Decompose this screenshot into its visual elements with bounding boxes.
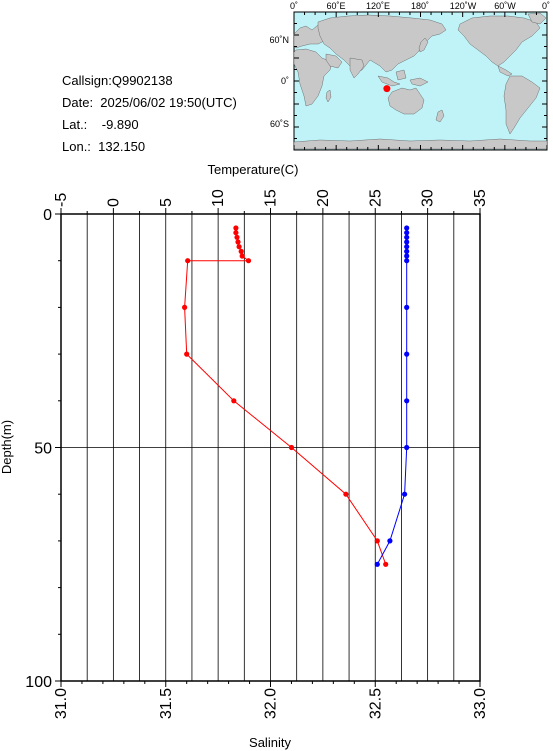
salinity-tick-label: 31.0: [53, 688, 70, 719]
temperature-profile-line: [184, 228, 387, 565]
salinity-point: [404, 230, 410, 236]
temperature-point: [182, 304, 188, 310]
map-lon-label: 120˚E: [366, 1, 390, 11]
temperature-point: [234, 234, 240, 240]
temperature-tick-label: 15: [263, 189, 280, 207]
salinity-point: [404, 234, 410, 240]
float-info-panel: Callsign:Q9902138 Date: 2025/06/02 19:50…: [62, 70, 237, 158]
location-map: 0˚ 60˚E 120˚E 180˚ 120˚W 60˚W 0˚ 60˚N 0˚…: [269, 1, 550, 151]
chart-grid: [60, 214, 481, 681]
salinity-point: [404, 444, 410, 451]
land-indonesia: [377, 75, 401, 87]
salinity-tick-labels: 31.0 31.5 32.0 32.5 33.0: [53, 688, 489, 719]
salinity-point: [404, 244, 410, 250]
land-australia: [387, 87, 425, 115]
depth-axis-label: Depth(m): [0, 420, 14, 474]
temperature-tick-labels: -5 0 5 10 15 20 25 30 35: [53, 189, 489, 207]
temperature-point: [238, 248, 244, 254]
land-new-guinea: [409, 77, 429, 87]
salinity-point: [404, 225, 410, 231]
axis-tick-marks: [55, 208, 481, 687]
salinity-tick-label: 32.5: [367, 688, 384, 719]
map-lon-label: 180˚: [411, 1, 429, 11]
depth-tick-label: 100: [25, 674, 52, 691]
depth-tick-labels: 0 50 100: [25, 207, 52, 691]
salinity-tick-label: 31.5: [158, 688, 175, 719]
salinity-point: [404, 248, 410, 254]
map-landmasses: [293, 12, 548, 150]
temperature-point: [233, 225, 239, 231]
temperature-point: [233, 230, 239, 236]
salinity-tick-label: 32.0: [263, 688, 280, 719]
map-lat-label: 60˚N: [269, 35, 289, 45]
map-longitude-labels: 0˚ 60˚E 120˚E 180˚ 120˚W 60˚W 0˚: [290, 1, 550, 11]
land-japan: [418, 37, 429, 53]
land-borneo: [395, 69, 407, 81]
land-asia: [317, 14, 447, 73]
salinity-point: [404, 351, 410, 357]
map-latitude-labels: 60˚N 0˚ 60˚S: [269, 35, 289, 129]
float-location-marker: [383, 85, 391, 93]
temperature-tick-label: 35: [472, 189, 489, 207]
land-north-america: [457, 15, 541, 67]
temperature-point: [245, 258, 252, 264]
temperature-tick-label: -5: [53, 193, 70, 207]
temperature-point: [374, 538, 380, 544]
map-lat-label: 60˚S: [270, 119, 289, 129]
salinity-profile-line: [376, 228, 408, 565]
temperature-point: [235, 239, 241, 245]
temperature-point: [236, 244, 242, 250]
longitude-text: Lon.: 132.150: [62, 139, 146, 154]
map-lat-label: 0˚: [281, 76, 289, 86]
salinity-axis-label: Salinity: [249, 735, 291, 750]
salinity-point: [402, 491, 408, 497]
land-greenland: [527, 12, 547, 25]
temperature-point: [184, 351, 190, 357]
salinity-point: [387, 538, 393, 544]
land-arabia: [325, 53, 343, 69]
salinity-point: [404, 258, 410, 264]
map-lon-label: 60˚W: [494, 1, 516, 11]
temperature-tick-label: 10: [210, 189, 227, 207]
series-layer: [182, 225, 410, 567]
temperature-point: [343, 491, 349, 497]
temperature-tick-label: 5: [158, 198, 175, 207]
profile-chart: -5 0 5 10 15 20 25 30 35 31.0 31.5 32.0 32.5 33.0 05…: [0, 162, 489, 750]
land-central-america: [497, 65, 513, 77]
salinity-point: [404, 304, 410, 310]
map-lon-label: 0˚: [542, 1, 550, 11]
temperature-tick-label: 30: [420, 189, 437, 207]
map-lon-label: 60˚E: [326, 1, 345, 11]
temperature-point: [185, 258, 191, 264]
latitude-text: Lat.: -9.890: [62, 117, 139, 132]
map-tick-marks: [293, 11, 548, 151]
land-madagascar: [325, 89, 332, 103]
salinity-point: [404, 239, 410, 245]
temperature-point: [239, 253, 245, 259]
temperature-tick-label: 20: [315, 189, 332, 207]
map-lon-label: 0˚: [290, 1, 298, 11]
temperature-point: [288, 444, 295, 451]
temperature-tick-label: 25: [367, 189, 384, 207]
temperature-point: [231, 398, 237, 404]
map-lon-label: 120˚W: [450, 1, 477, 11]
temperature-point: [383, 561, 389, 567]
land-new-zealand: [435, 109, 445, 123]
date-text: Date: 2025/06/02 19:50(UTC): [62, 95, 237, 110]
land-south-america: [503, 75, 541, 135]
depth-tick-label: 0: [43, 207, 52, 224]
temperature-axis-label: Temperature(C): [207, 162, 298, 177]
depth-tick-label: 50: [34, 441, 52, 458]
land-india: [349, 57, 365, 79]
callsign-text: Callsign:Q9902138: [62, 73, 173, 88]
salinity-point: [404, 398, 410, 404]
temperature-tick-label: 0: [105, 198, 122, 207]
salinity-tick-label: 33.0: [472, 688, 489, 719]
salinity-point: [374, 561, 380, 567]
salinity-point: [404, 253, 410, 259]
